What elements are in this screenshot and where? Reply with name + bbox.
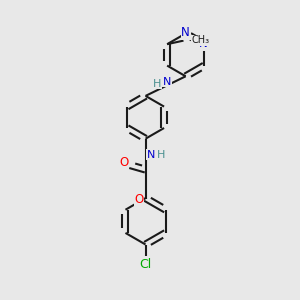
Text: N: N xyxy=(163,76,171,87)
Text: O: O xyxy=(134,193,144,206)
Text: H: H xyxy=(157,150,165,160)
Text: O: O xyxy=(119,156,128,169)
Text: N: N xyxy=(147,150,155,160)
Text: CH₃: CH₃ xyxy=(192,35,210,45)
Text: N: N xyxy=(199,37,208,50)
Text: N: N xyxy=(181,26,190,39)
Text: Cl: Cl xyxy=(140,258,152,271)
Text: H: H xyxy=(153,79,161,89)
